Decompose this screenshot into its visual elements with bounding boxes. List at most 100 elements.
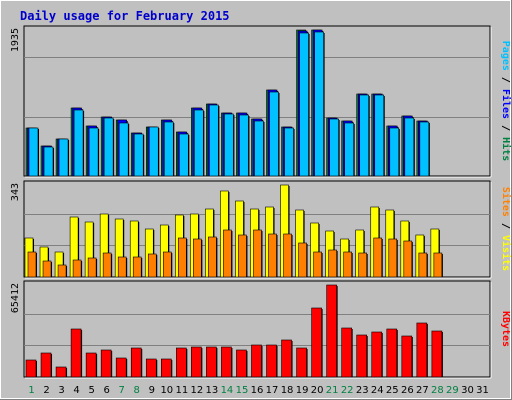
- x-tick-label-29: 29: [446, 385, 459, 396]
- bar-pages-day-9: [148, 126, 159, 177]
- y-axis-label-part: Visits: [500, 229, 512, 271]
- bar-sites-day-19: [298, 242, 307, 278]
- x-tick-label-5: 5: [88, 385, 94, 396]
- x-tick-label-7: 7: [119, 385, 125, 396]
- bar-pages-day-10: [163, 121, 174, 177]
- y-max-label: 1935: [10, 28, 21, 52]
- bar-pages-day-16: [254, 120, 264, 177]
- bar-kbytes-day-1: [25, 359, 37, 378]
- bar-sites-day-27: [418, 252, 428, 278]
- bar-pages-day-6: [103, 117, 114, 177]
- bar-sites-day-4: [72, 259, 82, 278]
- x-tick-label-6: 6: [103, 385, 109, 396]
- bar-kbytes-day-4: [70, 328, 82, 378]
- x-tick-label-12: 12: [191, 385, 204, 396]
- y-max-label: 343: [10, 183, 21, 201]
- bar-kbytes-day-12: [191, 346, 202, 378]
- y-axis-label: Sites / Visits: [500, 187, 512, 271]
- bar-kbytes-day-5: [85, 352, 97, 378]
- y-axis-label-part: Hits: [500, 131, 512, 161]
- x-tick-label-23: 23: [356, 385, 369, 396]
- bar-sites-day-22: [343, 251, 352, 278]
- x-tick-label-8: 8: [134, 385, 140, 396]
- x-tick-label-16: 16: [251, 385, 264, 396]
- x-tick-label-19: 19: [296, 385, 309, 396]
- bar-pages-day-24: [374, 94, 385, 177]
- panel-1: 1935 Pages / Files / Hits: [10, 25, 512, 178]
- bar-sites-day-20: [313, 251, 322, 278]
- bar-pages-day-3: [58, 138, 69, 177]
- x-tick-label-17: 17: [266, 385, 279, 396]
- bar-sites-day-23: [358, 252, 368, 278]
- bar-sites-day-16: [253, 229, 262, 278]
- bar-sites-day-24: [373, 237, 383, 278]
- bar-kbytes-day-13: [206, 346, 217, 378]
- y-axis-label: Pages / Files / Hits: [500, 41, 512, 161]
- bar-sites-day-6: [102, 252, 112, 278]
- x-tick-label-4: 4: [73, 385, 79, 396]
- bar-kbytes-day-15: [236, 349, 247, 378]
- bar-sites-day-2: [42, 260, 52, 278]
- bar-sites-day-15: [238, 234, 247, 278]
- bar-pages-day-18: [284, 127, 294, 177]
- bar-pages-day-7: [118, 122, 129, 177]
- x-tick-label-15: 15: [236, 385, 249, 396]
- bar-pages-day-22: [344, 122, 354, 177]
- x-tick-label-3: 3: [58, 385, 64, 396]
- x-tick-label-30: 30: [461, 385, 474, 396]
- y-axis-label-part: Files: [500, 83, 512, 119]
- y-axis-label-part: KBytes: [500, 311, 511, 347]
- y-axis-label-part: Sites: [500, 187, 512, 217]
- bar-sites-day-12: [193, 238, 202, 278]
- bar-pages-day-19: [299, 32, 309, 177]
- panel-3: 65412 KBytes: [10, 280, 511, 379]
- bar-sites-day-7: [117, 256, 127, 278]
- bar-kbytes-day-26: [401, 335, 413, 378]
- bar-pages-day-5: [88, 127, 99, 177]
- bar-kbytes-day-19: [296, 347, 307, 378]
- bar-kbytes-day-25: [386, 328, 398, 378]
- bar-kbytes-day-23: [356, 334, 368, 378]
- bar-pages-day-23: [359, 94, 370, 177]
- bar-kbytes-day-18: [281, 339, 292, 378]
- chart-panels: 1935 Pages / Files / Hits 343 Sites / Visit…: [10, 25, 512, 379]
- bar-sites-day-14: [223, 229, 232, 278]
- x-tick-label-14: 14: [221, 385, 234, 396]
- bar-sites-day-13: [208, 236, 217, 278]
- x-tick-label-24: 24: [371, 385, 384, 396]
- y-max-label: 65412: [10, 283, 21, 313]
- bar-sites-day-10: [162, 251, 172, 278]
- y-axis-label-part: /: [500, 119, 511, 131]
- bar-pages-day-14: [224, 113, 234, 177]
- bar-kbytes-day-10: [160, 358, 172, 378]
- x-tick-label-31: 31: [476, 385, 489, 396]
- x-tick-label-22: 22: [341, 385, 354, 396]
- y-axis-label: KBytes: [500, 311, 511, 347]
- x-tick-label-20: 20: [311, 385, 324, 396]
- x-tick-label-18: 18: [281, 385, 294, 396]
- bar-kbytes-day-2: [40, 352, 52, 378]
- bar-kbytes-day-3: [55, 366, 67, 378]
- bar-pages-day-21: [329, 118, 339, 177]
- bar-kbytes-day-20: [311, 307, 322, 378]
- x-axis-day-labels: 1 2 3 4 5 6 7 8 9 10 11 12 13 14 15 16 17 18 19 20 21 22 23 24 2…: [28, 385, 489, 396]
- bar-pages-day-11: [179, 133, 189, 177]
- bar-sites-day-21: [328, 249, 337, 278]
- bar-pages-day-8: [133, 133, 144, 177]
- bar-sites-day-26: [403, 240, 413, 278]
- chart-title: Daily usage for February 2015: [20, 9, 230, 23]
- x-tick-label-21: 21: [326, 385, 339, 396]
- bar-pages-day-27: [419, 121, 430, 177]
- x-tick-label-11: 11: [175, 385, 188, 396]
- bar-kbytes-day-8: [130, 347, 142, 378]
- y-axis-label-part: /: [500, 217, 511, 229]
- bar-kbytes-day-28: [431, 330, 443, 378]
- bar-sites-day-17: [268, 233, 277, 278]
- bar-pages-day-26: [404, 117, 415, 177]
- bar-pages-day-1: [28, 127, 39, 177]
- bar-kbytes-day-9: [145, 358, 157, 378]
- bar-kbytes-day-6: [100, 349, 112, 378]
- bar-kbytes-day-11: [176, 347, 187, 378]
